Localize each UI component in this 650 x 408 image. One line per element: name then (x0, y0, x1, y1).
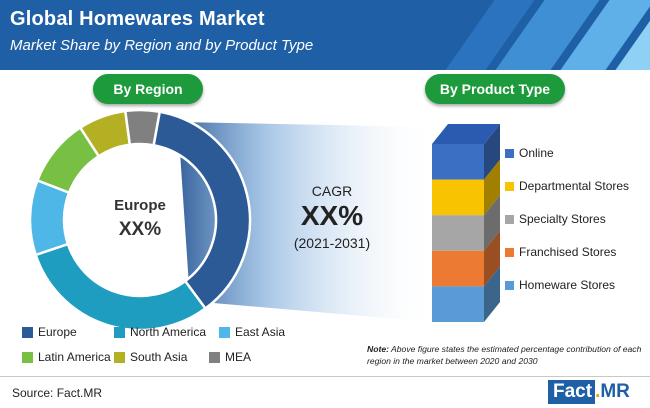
footer-divider (0, 376, 650, 377)
legend-swatch (505, 181, 514, 191)
footnote: Note: Above figure states the estimated … (367, 343, 645, 367)
legend-swatch (505, 280, 514, 290)
column-side-departmental-stores (484, 159, 500, 216)
legend-swatch (209, 351, 220, 363)
legend-latin-america: Latin America (22, 350, 111, 364)
legend-swatch (114, 351, 125, 363)
legend-label: MEA (225, 350, 252, 364)
legend-homeware-stores: Homeware Stores (505, 278, 615, 292)
footnote-text: Above figure states the estimated percen… (367, 344, 642, 366)
product-stacked-column (432, 124, 500, 322)
page-subtitle: Market Share by Region and by Product Ty… (10, 37, 314, 54)
column-side-franchised-stores (484, 230, 500, 287)
legend-label: East Asia (235, 325, 286, 339)
logo-part2: MR (600, 381, 630, 402)
legend-label: Departmental Stores (519, 179, 630, 193)
factmr-logo: Fact. MR (548, 378, 630, 406)
cagr-value: XX% (300, 200, 364, 231)
legend-franchised-stores: Franchised Stores (505, 245, 616, 259)
legend-swatch (219, 326, 230, 338)
region-donut (28, 108, 252, 332)
source-text: Source: Fact.MR (12, 386, 103, 400)
donut-center-value: XX% (118, 219, 162, 240)
legend-online: Online (505, 146, 554, 160)
column-segment-franchised-stores (432, 250, 484, 287)
legend-south-asia: South Asia (114, 350, 187, 364)
logo-part1: Fact (548, 380, 596, 404)
chart-canvas (28, 108, 500, 332)
donut-center-label: Europe (114, 197, 166, 214)
legend-swatch (505, 148, 514, 158)
legend-north-america: North America (114, 325, 206, 339)
donut-slice-mea (123, 108, 162, 147)
legend-swatch (22, 326, 33, 338)
column-side-homeware-stores (484, 266, 500, 322)
footnote-lead: Note: (367, 344, 389, 354)
legend-europe: Europe (22, 325, 77, 339)
column-segment-departmental-stores (432, 179, 484, 216)
legend-specialty-stores: Specialty Stores (505, 212, 606, 226)
legend-label: South Asia (130, 350, 188, 364)
by-region-pill: By Region (93, 74, 203, 104)
legend-swatch (505, 214, 514, 224)
page-title: Global Homewares Market (10, 8, 265, 30)
legend-label: Specialty Stores (519, 212, 606, 226)
by-product-type-pill: By Product Type (425, 74, 565, 104)
legend-label: Homeware Stores (519, 278, 616, 292)
legend-swatch (22, 351, 33, 363)
donut-slice-north-america (34, 242, 208, 332)
header-banner: Global Homewares Market Market Share by … (0, 0, 650, 70)
legend-departmental-stores: Departmental Stores (505, 179, 629, 193)
column-segment-homeware-stores (432, 286, 484, 322)
cagr-period: (2021-2031) (293, 235, 371, 251)
column-side-online (484, 124, 500, 180)
column-segment-specialty-stores (432, 215, 484, 251)
column-segment-online (432, 144, 484, 180)
legend-swatch (505, 247, 514, 257)
legend-label: Europe (38, 325, 77, 339)
donut-slice-europe (152, 110, 252, 311)
callout-beam (178, 122, 432, 322)
legend-mea: MEA (209, 350, 251, 364)
logo-dot: . (595, 381, 601, 402)
legend-label: North America (130, 325, 207, 339)
cagr-label: CAGR (311, 183, 353, 199)
column-top-face (432, 124, 500, 144)
legend-east-asia: East Asia (219, 325, 285, 339)
legend-label: Latin America (38, 350, 111, 364)
column-side-specialty-stores (484, 195, 500, 251)
legend-swatch (114, 326, 125, 338)
legend-label: Franchised Stores (519, 245, 617, 259)
legend-label: Online (519, 146, 554, 160)
